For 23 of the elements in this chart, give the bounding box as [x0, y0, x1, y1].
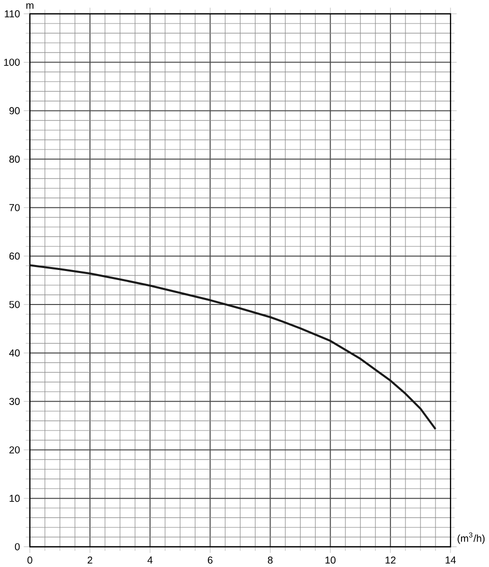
x-tick-label: 0: [28, 556, 33, 564]
y-tick-label: 100: [4, 58, 20, 66]
y-tick-label: 0: [15, 543, 20, 550]
y-tick-label: 110: [5, 10, 20, 18]
x-tick-label: 4: [148, 556, 153, 564]
x-axis-title: (m$^{3}$/h): [458, 532, 485, 544]
line-series: [29, 264, 437, 430]
y-tick-label: 90: [10, 107, 20, 114]
y-tick-label: 40: [9, 349, 20, 357]
x-tick-label: 6: [208, 556, 213, 564]
y-tick-label: 30: [10, 398, 20, 405]
x-tick-label: 2: [88, 556, 92, 564]
x-tick-label: 14: [446, 556, 456, 564]
y-tick-label: 20: [10, 446, 20, 454]
x-tick-label: 10: [326, 556, 336, 564]
y-axis-title: m: [26, 3, 34, 9]
x-tick-label: 12: [386, 556, 396, 564]
y-tick-label: 70: [10, 204, 20, 212]
y-tick-label: 80: [10, 156, 20, 163]
x-tick-label: 8: [268, 556, 273, 564]
y-tick-label: 60: [10, 252, 20, 260]
y-tick-label: 50: [10, 300, 20, 308]
y-tick-label: 10: [10, 494, 20, 502]
